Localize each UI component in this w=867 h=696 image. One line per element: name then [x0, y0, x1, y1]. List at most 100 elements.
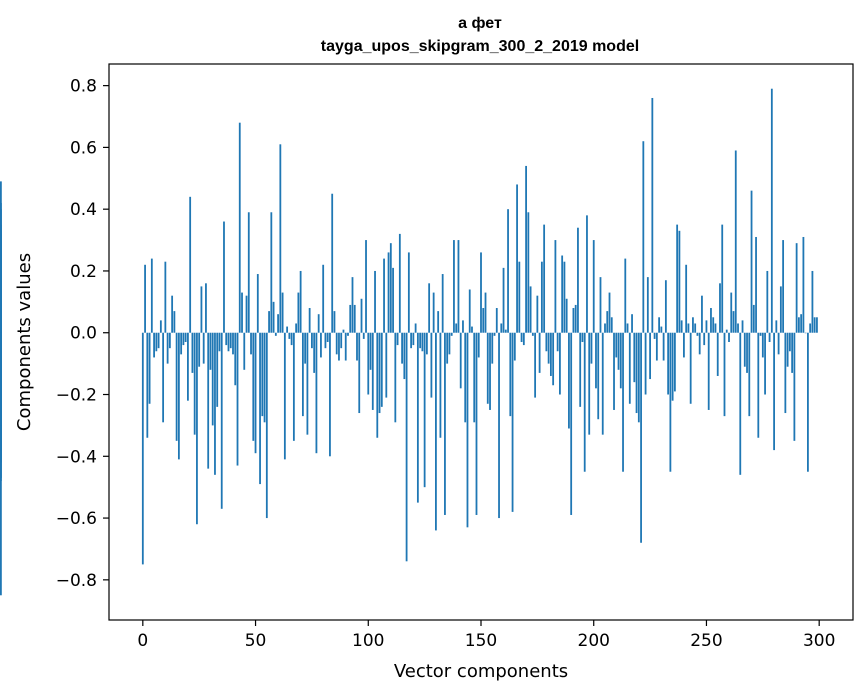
- bar-undefined: [0, 181, 2, 333]
- bar-210: [615, 332, 618, 358]
- bar-75: [311, 332, 313, 349]
- bar-280: [773, 332, 775, 451]
- bar-292: [800, 314, 803, 333]
- bar-111: [392, 267, 394, 333]
- bar-263: [734, 150, 737, 333]
- bar-34: [218, 332, 221, 352]
- bar-93: [351, 277, 354, 333]
- bar-48: [250, 332, 252, 355]
- bar-145: [468, 289, 471, 333]
- bar-294: [804, 332, 807, 334]
- bar-188: [565, 298, 568, 333]
- bar-290: [795, 243, 798, 333]
- bar-258: [723, 332, 726, 417]
- bar-267: [743, 332, 746, 367]
- bar-14: [173, 311, 176, 333]
- bar-106: [380, 332, 383, 407]
- bar-289: [793, 332, 796, 441]
- bar-77: [315, 332, 318, 454]
- y-tick-label: 0.4: [70, 200, 97, 220]
- bar-181: [549, 332, 552, 376]
- bar-285: [784, 332, 787, 414]
- bar-180: [547, 332, 550, 364]
- bar-58: [272, 301, 275, 333]
- bar-182: [552, 332, 555, 386]
- bar-288: [791, 332, 794, 373]
- bar-100: [367, 332, 370, 395]
- bar-243: [689, 332, 692, 404]
- bar-298: [813, 317, 816, 333]
- bar-50: [254, 332, 257, 454]
- bar-54: [263, 332, 266, 423]
- bar-133: [441, 274, 444, 333]
- bar-196: [583, 332, 586, 472]
- bar-194: [579, 332, 582, 407]
- bar-185: [559, 332, 561, 395]
- bar-41: [234, 332, 237, 386]
- bar-94: [353, 304, 356, 333]
- bar-160: [502, 267, 505, 333]
- bar-39: [229, 332, 232, 349]
- bar-295: [807, 332, 809, 472]
- bar-127: [428, 283, 431, 333]
- bar-21: [189, 196, 192, 333]
- bar-208: [610, 317, 613, 333]
- bar-undefined: [0, 332, 2, 426]
- bar-102: [371, 332, 374, 410]
- bar-141: [459, 332, 462, 389]
- bar-245: [694, 323, 697, 333]
- bar-275: [761, 332, 764, 358]
- bar-7: [157, 332, 160, 349]
- bar-198: [588, 332, 591, 435]
- bar-218: [633, 332, 636, 383]
- bar-201: [595, 332, 597, 389]
- bar-16: [177, 332, 180, 460]
- bar-108: [385, 332, 388, 398]
- bar-216: [628, 332, 631, 404]
- bar-103: [374, 270, 376, 333]
- bar-264: [737, 323, 739, 333]
- bar-99: [365, 240, 367, 333]
- bar-220: [637, 332, 640, 423]
- bar-30: [209, 332, 212, 370]
- bar-124: [421, 332, 424, 352]
- bar-128: [430, 332, 433, 398]
- bar-278: [768, 332, 771, 342]
- bar-217: [631, 314, 633, 333]
- bar-260: [728, 332, 730, 342]
- bar-84: [331, 193, 334, 333]
- bar-279: [770, 88, 773, 333]
- bar-9: [162, 332, 165, 423]
- bar-134: [444, 332, 446, 515]
- bar-35: [220, 332, 223, 509]
- bar-8: [159, 320, 162, 333]
- bar-23: [193, 332, 196, 435]
- bar-184: [556, 332, 559, 352]
- bar-97: [360, 298, 363, 333]
- bar-174: [534, 332, 537, 398]
- bar-203: [599, 277, 602, 333]
- bar-153: [486, 332, 489, 404]
- bar-109: [387, 252, 390, 333]
- bar-137: [450, 332, 453, 336]
- bar-15: [175, 332, 178, 441]
- bar-257: [721, 224, 724, 333]
- y-tick-label: −0.2: [56, 386, 97, 406]
- bar-79: [320, 332, 322, 358]
- bar-90: [344, 332, 347, 361]
- bar-20: [187, 332, 189, 401]
- bar-61: [279, 144, 282, 333]
- bar-19: [184, 332, 187, 342]
- bar-161: [504, 329, 507, 333]
- y-tick-label: 0.6: [70, 138, 97, 158]
- bar-117: [405, 332, 408, 562]
- bar-70: [299, 270, 302, 333]
- bar-227: [653, 332, 656, 339]
- bar-187: [563, 261, 566, 333]
- bar-27: [202, 332, 205, 364]
- bar-71: [301, 332, 304, 417]
- bar-146: [471, 326, 473, 333]
- bar-2: [146, 332, 149, 438]
- bar-190: [570, 332, 573, 515]
